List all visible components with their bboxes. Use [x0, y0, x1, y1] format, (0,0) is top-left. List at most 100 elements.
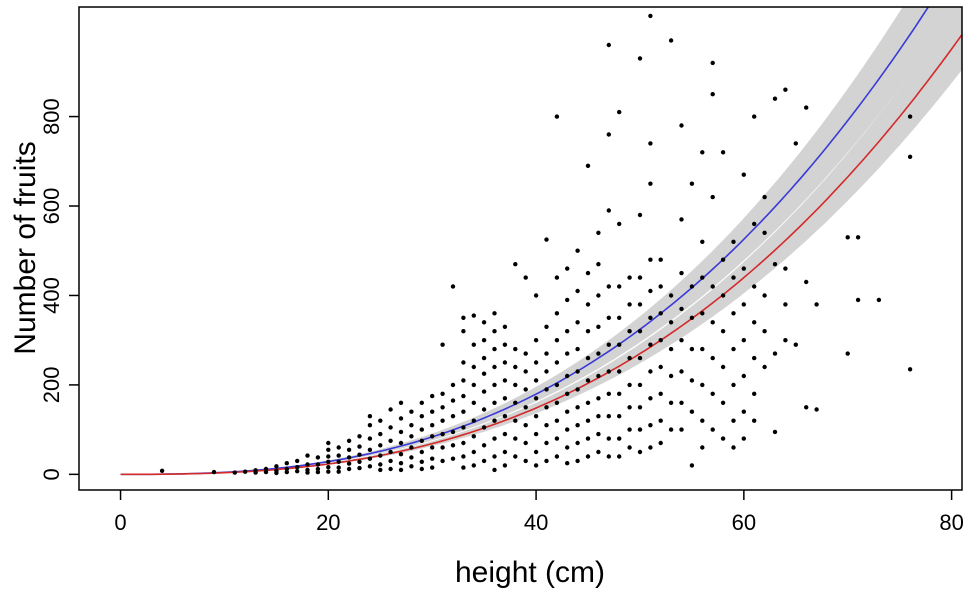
data-point [710, 194, 715, 200]
data-point [284, 469, 289, 475]
data-point [450, 429, 456, 435]
data-point [419, 466, 424, 472]
data-point [544, 237, 549, 242]
data-point [648, 257, 653, 262]
data-point [544, 458, 549, 464]
data-point [585, 355, 591, 361]
data-point [668, 400, 674, 405]
data-point [814, 302, 819, 307]
data-point [606, 42, 611, 48]
data-point [430, 465, 435, 470]
data-point [398, 461, 404, 466]
data-point [679, 217, 684, 222]
data-point [679, 400, 684, 405]
data-point [502, 396, 508, 401]
data-point [378, 431, 383, 437]
data-point [617, 284, 622, 289]
x-axis-title: height (cm) [455, 556, 605, 589]
data-point [617, 436, 622, 441]
data-point [461, 454, 466, 459]
data-point [648, 181, 653, 186]
data-point [606, 414, 611, 419]
data-point [315, 455, 321, 460]
fit-curves [120, 7, 962, 476]
data-point [523, 440, 528, 446]
data-point [700, 418, 705, 423]
data-point [398, 467, 404, 473]
data-point [741, 266, 746, 271]
data-point [346, 438, 352, 443]
data-point [274, 470, 279, 476]
data-point [440, 431, 445, 437]
data-point [585, 163, 591, 168]
data-point [762, 364, 767, 370]
data-point [492, 382, 497, 388]
data-point [762, 194, 767, 200]
x-tick-label: 40 [524, 510, 548, 535]
data-point [565, 391, 570, 396]
data-point [305, 462, 310, 467]
data-point [575, 248, 580, 253]
data-point [481, 443, 487, 448]
data-point [907, 154, 913, 159]
data-point [295, 465, 300, 470]
data-point [627, 445, 632, 450]
data-point [336, 453, 341, 458]
data-point [658, 418, 663, 423]
data-point [627, 302, 632, 307]
data-point [668, 373, 674, 379]
data-point [544, 324, 549, 329]
data-point [731, 418, 736, 423]
data-point [596, 449, 601, 455]
data-point [471, 364, 476, 370]
data-point [700, 150, 705, 155]
data-point [565, 373, 570, 379]
data-point [336, 459, 341, 464]
data-point [752, 284, 757, 289]
data-point [388, 407, 393, 412]
data-point [481, 355, 487, 361]
data-point [710, 355, 715, 361]
data-point [731, 346, 736, 352]
data-point [409, 434, 414, 439]
data-point [679, 338, 684, 343]
data-point [544, 387, 549, 392]
data-point [284, 466, 289, 472]
data-point [523, 369, 528, 374]
data-point [752, 221, 757, 227]
data-point [596, 431, 601, 437]
data-point [357, 434, 362, 439]
x-axis-ticks: 0 20 40 60 80 [114, 490, 964, 535]
data-point [710, 92, 715, 97]
data-point [409, 445, 414, 450]
data-point [679, 123, 684, 128]
data-point [637, 405, 643, 410]
data-point [450, 414, 456, 419]
data-point [513, 364, 518, 370]
data-point [481, 389, 487, 394]
data-point [741, 302, 746, 307]
data-point [554, 454, 560, 459]
data-point [243, 469, 248, 474]
data-point [263, 469, 269, 475]
data-point [461, 360, 466, 365]
data-point [367, 423, 373, 428]
data-point [492, 400, 497, 405]
data-point [471, 434, 476, 439]
data-point [783, 266, 788, 271]
data-point [554, 400, 560, 405]
data-point [606, 391, 611, 396]
data-point [689, 284, 695, 289]
data-point [845, 235, 850, 240]
data-point [731, 239, 736, 244]
data-point [367, 414, 373, 419]
data-point [804, 279, 809, 285]
data-point [585, 436, 591, 441]
data-point [419, 459, 424, 464]
data-point [907, 367, 913, 372]
data-point [679, 427, 684, 432]
data-point [762, 230, 767, 235]
data-point [346, 466, 352, 472]
data-point [305, 453, 310, 458]
